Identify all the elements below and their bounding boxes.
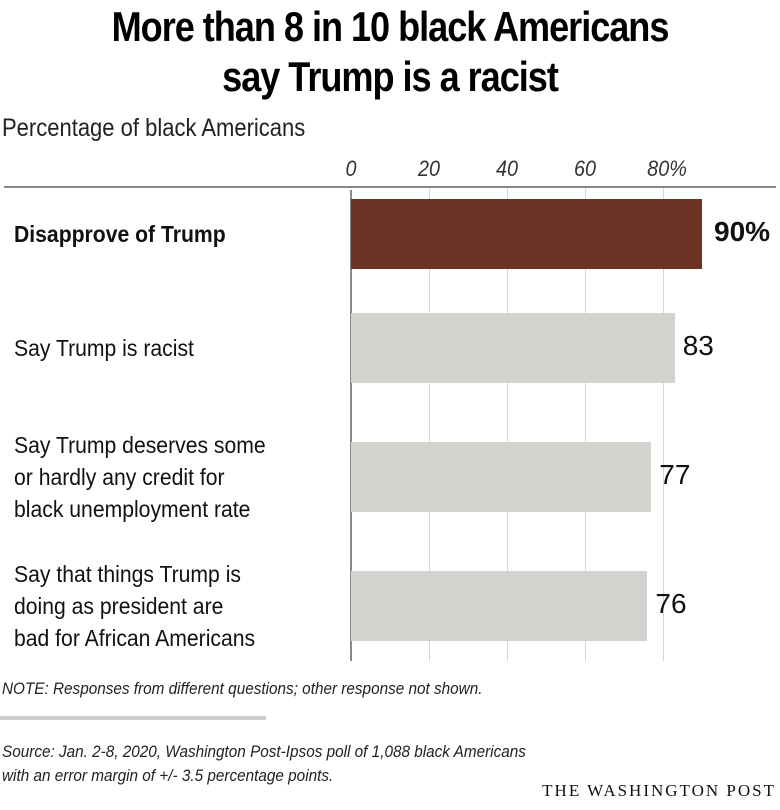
gridline (429, 188, 430, 661)
chart-subtitle: Percentage of black Americans (2, 114, 306, 142)
bar (351, 313, 675, 383)
x-tick-label: 0 (345, 156, 357, 181)
chart-source: Source: Jan. 2-8, 2020, Washington Post-… (2, 740, 526, 788)
category-label-line: bad for African Americans (14, 625, 256, 651)
source-line: with an error margin of +/- 3.5 percenta… (2, 766, 334, 785)
category-label: Say Trump deserves some or hardly any cre… (14, 429, 266, 525)
source-line: Source: Jan. 2-8, 2020, Washington Post-… (2, 742, 526, 761)
bar-value-label: 76 (655, 588, 687, 619)
chart-title-line: More than 8 in 10 black Americans (111, 3, 670, 50)
gridline (663, 188, 664, 661)
category-label-line: black unemployment rate (14, 496, 251, 522)
bar-value-label: 83 (682, 330, 714, 361)
category-label: Disapprove of Trump (14, 218, 226, 250)
chart-note: NOTE: Responses from different questions… (2, 679, 483, 698)
category-label-line: Disapprove of Trump (14, 221, 226, 247)
gridline (585, 188, 586, 661)
category-label-line: Say that things Trump is (14, 561, 241, 587)
category-label-line: Say Trump is racist (14, 335, 194, 361)
bar (351, 442, 652, 512)
bar (351, 571, 648, 641)
category-label: Say that things Trump is doing as preside… (14, 558, 255, 654)
gridline (507, 188, 508, 661)
axis-top-line (4, 186, 776, 188)
bar (351, 199, 702, 269)
bar-value-label: 77 (659, 459, 691, 490)
category-label-line: or hardly any credit for (14, 464, 225, 490)
bar-value-label: 90% (714, 216, 771, 247)
x-tick-label: 20 (417, 156, 441, 181)
category-label-line: Say Trump deserves some (14, 432, 266, 458)
publisher-credit: THE WASHINGTON POST (542, 781, 776, 800)
category-label: Say Trump is racist (14, 332, 194, 364)
chart-title-line: say Trump is a racist (222, 53, 559, 100)
divider (0, 716, 266, 720)
axis-zero-line (350, 190, 352, 661)
x-tick-label: 60 (573, 156, 597, 181)
chart-title: More than 8 in 10 black Americans say Tr… (55, 2, 726, 102)
x-tick-label: 80% (647, 156, 687, 181)
category-label-line: doing as president are (14, 593, 224, 619)
x-tick-label: 40 (495, 156, 519, 181)
